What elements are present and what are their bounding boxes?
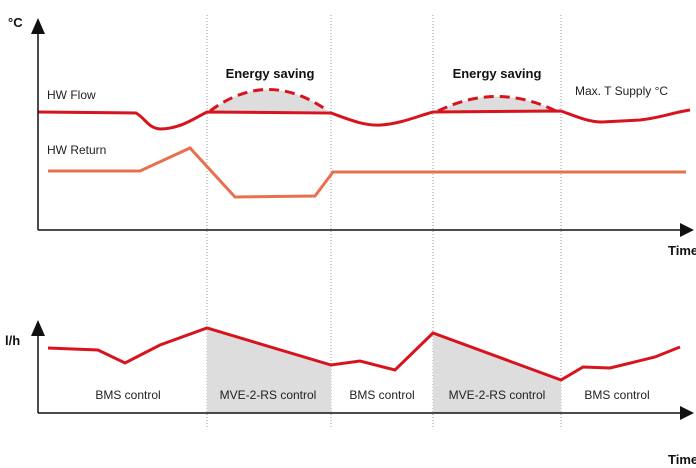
saving-area [438, 96, 556, 111]
top-axes [31, 18, 694, 237]
hw-return-line [48, 146, 686, 199]
y-axis-label: °C [8, 15, 23, 30]
y-axis-label: l/h [5, 333, 20, 348]
phase-label: BMS control [95, 388, 160, 402]
phase-label: BMS control [349, 388, 414, 402]
flow-label: HW Flow [47, 88, 96, 102]
saving-label: Energy saving [226, 66, 315, 81]
x-axis-label: Time [668, 243, 696, 258]
return-label: HW Return [47, 143, 106, 157]
hw-flow-line [37, 108, 691, 131]
x-axis-label: Time [668, 452, 696, 467]
phase-label: MVE-2-RS control [449, 388, 546, 402]
bottom-axes [31, 320, 694, 420]
phase-label: MVE-2-RS control [220, 388, 317, 402]
mve-area [207, 328, 331, 413]
flow-rate-line [47, 326, 681, 382]
phase-label: BMS control [584, 388, 649, 402]
max-label: Max. T Supply °C [575, 84, 668, 98]
saving-label: Energy saving [453, 66, 542, 81]
mve-area [433, 333, 561, 413]
